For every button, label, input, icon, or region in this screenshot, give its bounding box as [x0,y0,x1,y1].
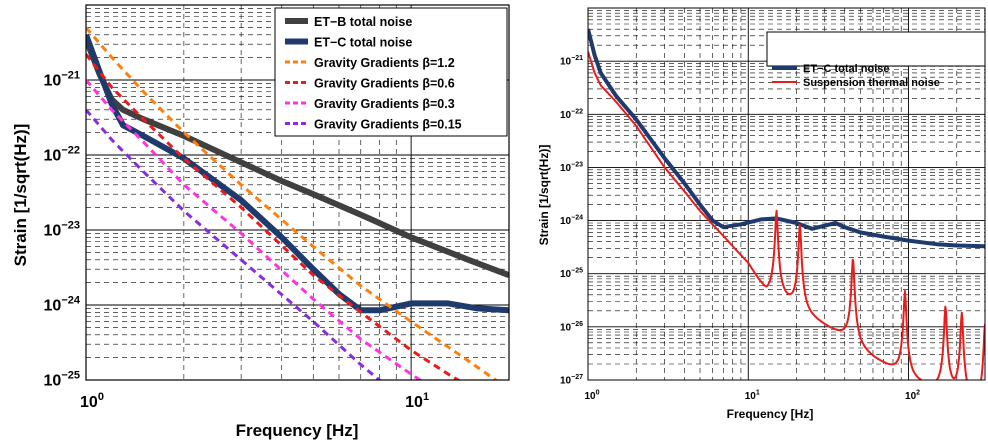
series-line-6 [86,108,382,380]
x-tick-label: 100 [80,391,104,411]
plot-frame-left [85,4,510,381]
legend-box [274,7,508,137]
y-tick-label: 10−21 [560,55,583,68]
y-tick-label: 10−21 [44,69,80,89]
y-axis-title-left: Strain [1/sqrt(Hz)] [11,124,30,267]
x-tick-label: 101 [405,391,429,411]
legend-label: ET−C total noise [314,35,412,49]
chart-right: 100 101 102 10−21 10−22 10−23 10−24 10−25 10−26 1… [537,7,986,421]
ticks-left: 100 101 10−21 10−22 10−23 10−24 10−25 [44,69,430,411]
plot-frame-right [587,7,986,381]
legend-label: Gravity Gradients β=0.6 [314,76,455,90]
x-axis-title-right: Frequency [Hz] [727,407,814,421]
x-tick-label: 102 [905,390,920,403]
legend-label: Gravity Gradients β=0.3 [314,97,455,111]
chart-left: 100 101 10−21 10−22 10−23 10−24 10−25 ET−B tot… [11,4,510,440]
series-line-4 [86,53,462,380]
y-tick-label: 10−25 [44,369,80,389]
ticks-right: 100 101 102 10−21 10−22 10−23 10−24 10−25 10−26 1… [560,55,920,402]
y-tick-label: 10−24 [560,215,583,228]
series-line-5 [86,79,423,380]
y-tick-label: 10−23 [560,161,583,174]
x-tick-label: 101 [745,390,760,403]
legend-right: ET−C total noise Suspension thermal noise [766,31,986,89]
y-tick-label: 10−27 [560,374,583,387]
series-line-3 [86,26,499,380]
legend-label: Suspension thermal noise [803,77,940,89]
x-tick-label: 100 [584,390,599,403]
legend-label: Gravity Gradients β=1.2 [314,56,455,70]
y-tick-label: 10−25 [560,268,583,281]
series-group-right [588,28,985,380]
legend-label: Gravity Gradients β=0.15 [314,117,462,131]
y-axis-title-right: Strain [1/sqrt(Hz)] [537,145,551,246]
series-line-2 [588,51,985,380]
x-axis-title-left: Frequency [Hz] [236,421,359,440]
legend-label: ET−C total noise [803,63,890,75]
y-tick-label: 10−24 [44,294,81,314]
series-group-left [86,26,509,380]
legend-left: ET−B total noise ET−C total noise Gravity … [274,7,508,137]
series-line-1 [588,28,985,249]
series-line-2 [86,33,509,314]
legend-box [766,31,986,67]
y-tick-label: 10−22 [44,144,80,164]
y-tick-label: 10−23 [44,219,80,239]
legend-label: ET−B total noise [314,15,412,29]
y-tick-label: 10−22 [560,108,583,121]
y-tick-label: 10−26 [560,321,583,334]
